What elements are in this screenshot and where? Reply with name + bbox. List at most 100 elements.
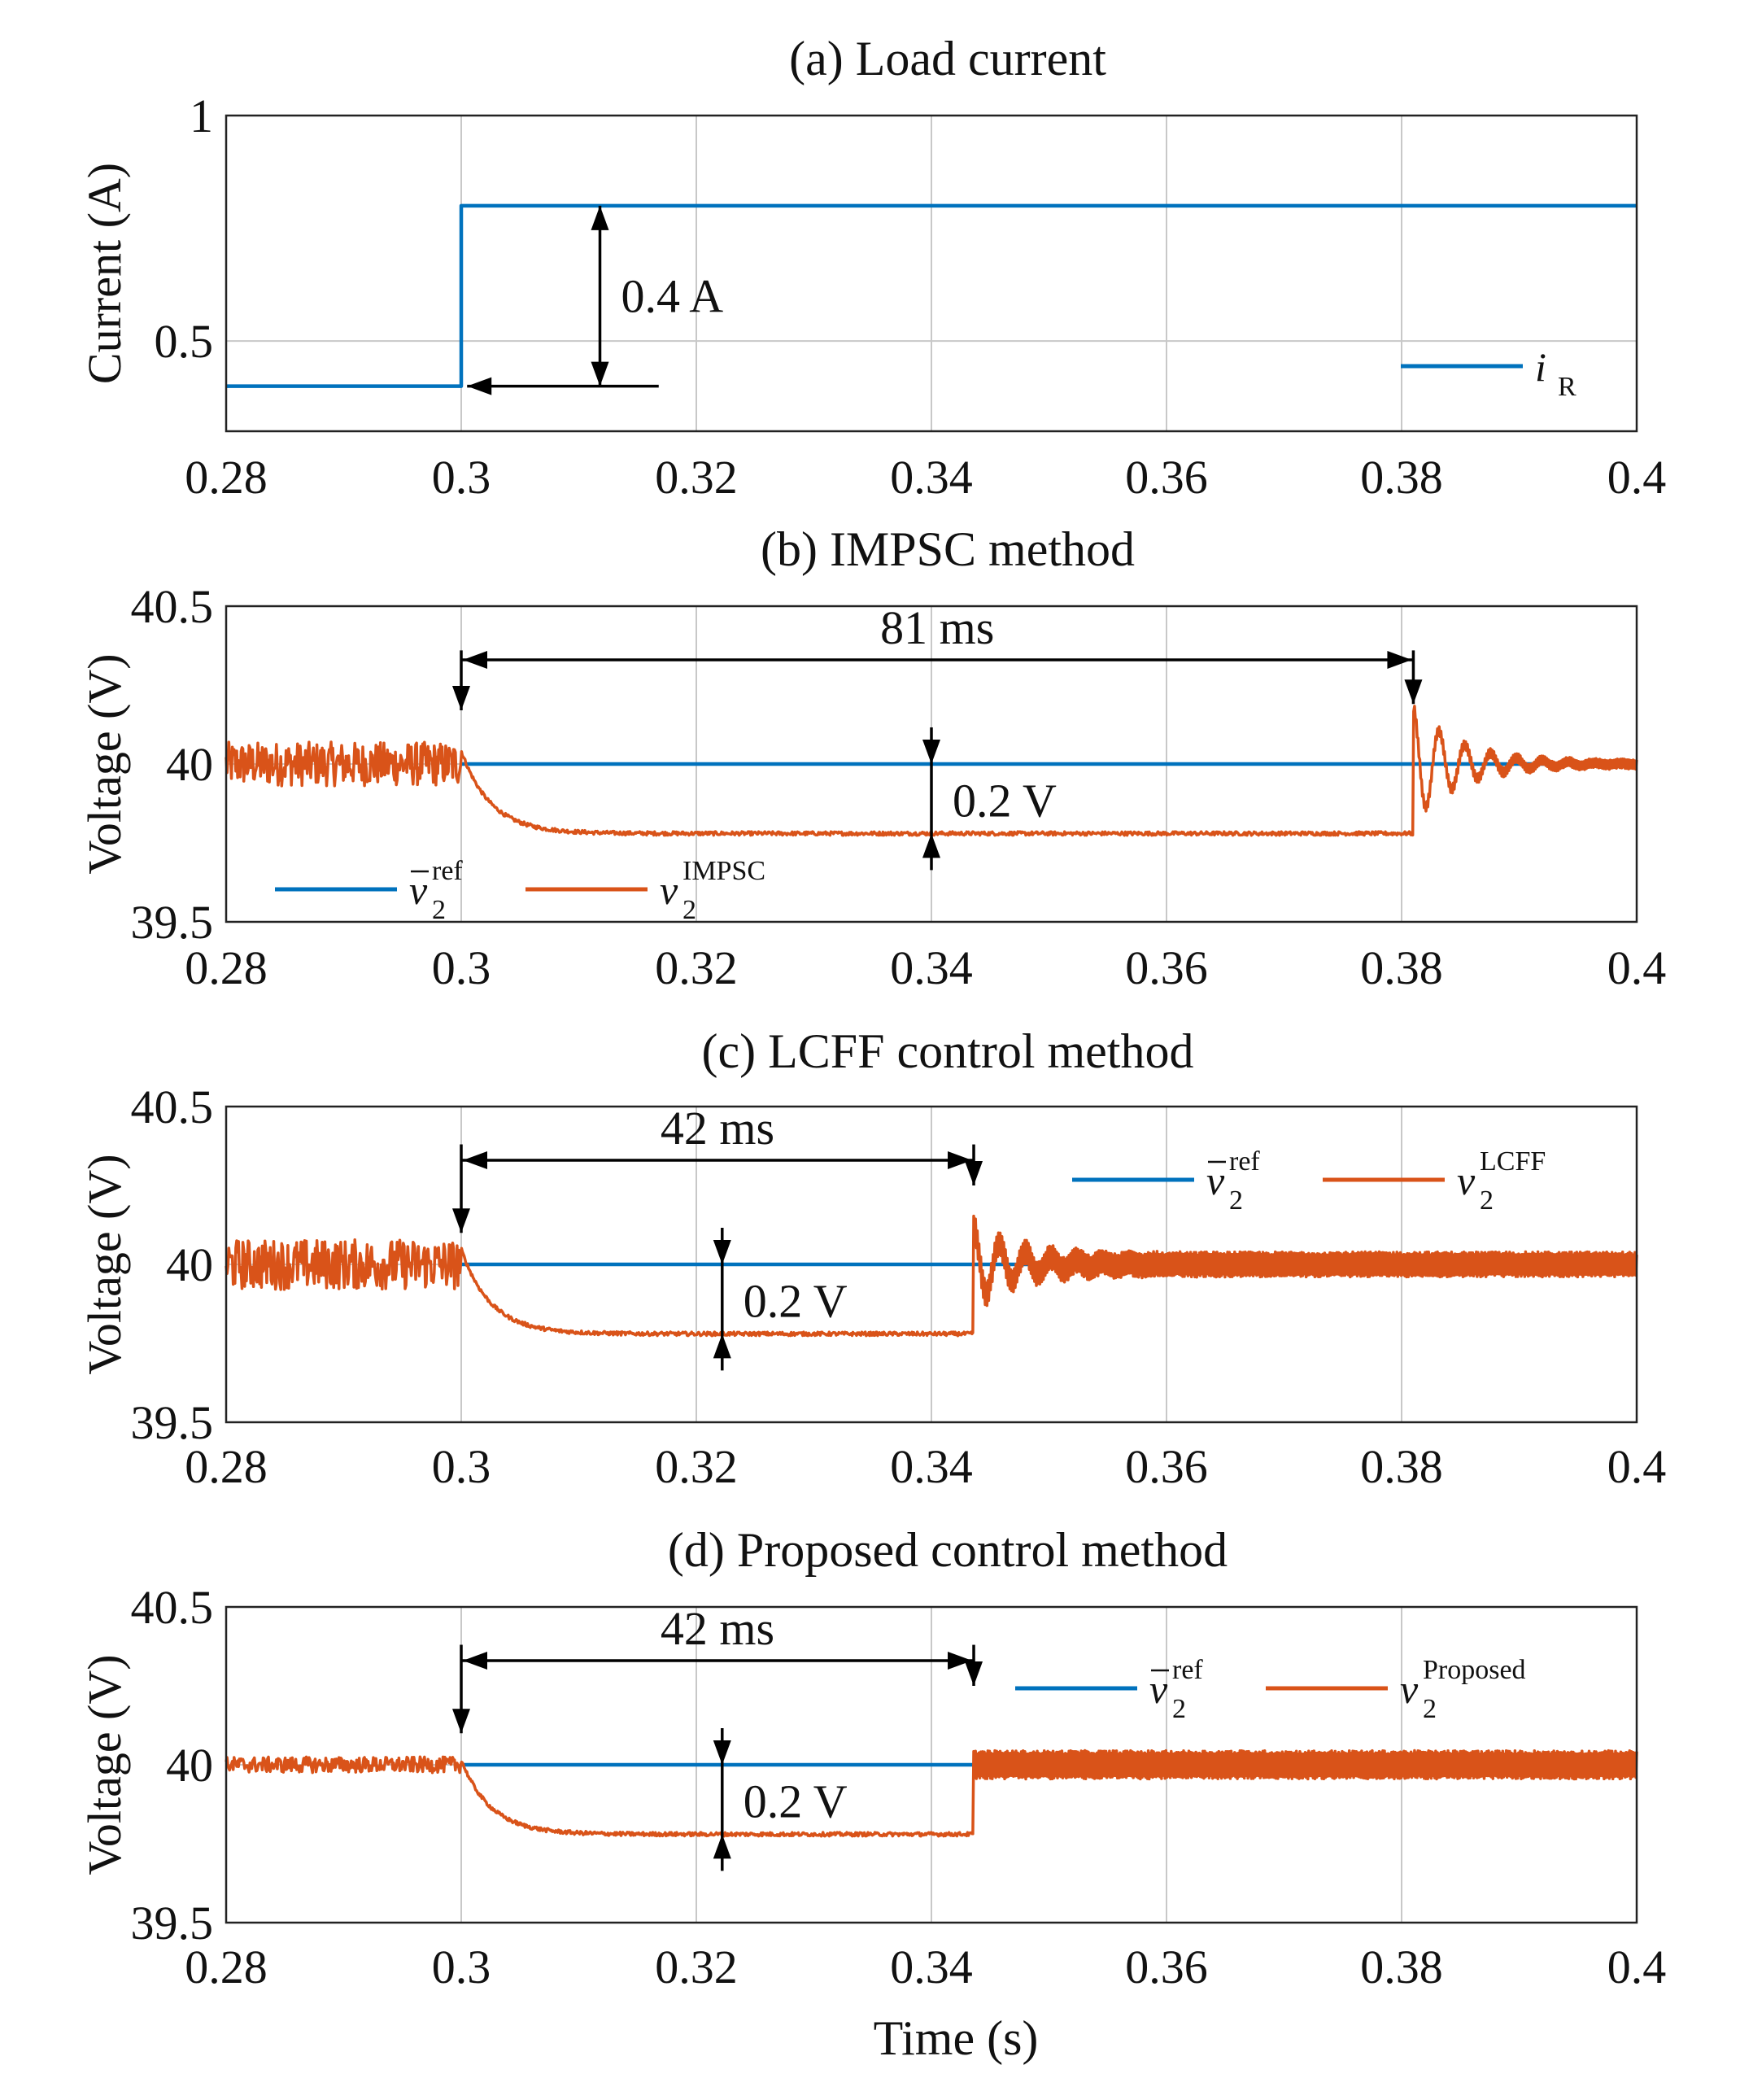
x-tick-label: 0.34	[890, 1941, 973, 1993]
y-tick-label: 39.5	[131, 1897, 214, 1949]
axes-frame	[225, 1105, 1638, 1424]
arrow-head	[713, 1834, 731, 1859]
x-tick-label: 0.36	[1125, 1440, 1208, 1493]
series-v2_LCFF	[225, 1214, 1638, 1338]
x-tick-label: 0.38	[1360, 1941, 1443, 1993]
arrow-head	[452, 1208, 470, 1233]
arrow-head	[713, 1740, 731, 1765]
x-tick-label: 0.36	[1125, 451, 1208, 504]
x-tick-label: 0.34	[890, 1440, 973, 1493]
x-tick-label: 0.38	[1360, 941, 1443, 994]
arrow-head	[922, 740, 940, 764]
x-tick-label: 0.36	[1125, 1941, 1208, 1993]
y-tick-label: 39.5	[131, 1396, 214, 1449]
arrow-head	[463, 1150, 487, 1169]
y-axis-label: Voltage (V)	[78, 1154, 131, 1374]
x-tick-label: 0.36	[1125, 941, 1208, 994]
legend-label: v	[1149, 1666, 1168, 1712]
legend-subscript: 2	[1480, 1185, 1494, 1216]
arrow-head	[1404, 679, 1423, 705]
legend-subscript: 2	[1172, 1694, 1186, 1724]
legend-superscript: ref	[1229, 1146, 1260, 1177]
arrow-head	[948, 1150, 973, 1169]
legend-subscript: 2	[1423, 1694, 1437, 1724]
legend-superscript: ref	[432, 856, 463, 886]
legend-label: v	[409, 867, 428, 913]
annotation-label: 0.4 A	[621, 270, 724, 323]
x-axis-label: Time (s)	[874, 2011, 1039, 2065]
annotation-label: 0.2 V	[953, 775, 1057, 827]
axes-frame	[225, 1605, 1638, 1924]
annotation-label: 0.2 V	[744, 1775, 848, 1828]
legend-subscript: 2	[432, 895, 446, 925]
arrow-head	[591, 361, 609, 386]
y-tick-label: 40	[166, 1739, 213, 1792]
legend-superscript: IMPSC	[682, 856, 765, 886]
x-tick-label: 0.3	[432, 941, 491, 994]
y-axis-label: Current (A)	[78, 163, 131, 384]
panel-d: (d) Proposed control method 0.28 0.3 0.32 0.…	[78, 1523, 1666, 2065]
y-axis-label: Voltage (V)	[78, 1654, 131, 1875]
legend-label: v	[1457, 1158, 1476, 1203]
x-tick-label: 0.34	[890, 451, 973, 504]
y-tick-label: 40.5	[131, 580, 214, 633]
x-tick-label: 0.32	[655, 451, 738, 504]
arrow-head	[965, 1661, 983, 1686]
x-tick-label: 0.32	[655, 941, 738, 994]
arrow-head	[713, 1240, 731, 1264]
annotation-label: 81 ms	[880, 601, 994, 654]
panel-c-title: (c) LCFF control method	[702, 1024, 1194, 1078]
arrow-head	[591, 205, 609, 230]
legend-superscript: Proposed	[1423, 1655, 1526, 1685]
legend-label: v	[660, 867, 678, 913]
x-tick-label: 0.34	[890, 941, 973, 994]
y-tick-label: 39.5	[131, 896, 214, 949]
legend-subscript: 2	[1229, 1185, 1243, 1216]
arrow-head	[713, 1334, 731, 1359]
x-tick-label: 0.3	[432, 1941, 491, 1993]
x-tick-label: 0.4	[1607, 1941, 1667, 1993]
arrow-head	[452, 1709, 470, 1734]
x-tick-label: 0.28	[185, 451, 268, 504]
panel-d-title: (d) Proposed control method	[668, 1523, 1228, 1577]
legend-subscript: 2	[682, 895, 696, 925]
legend-label: v	[1400, 1666, 1419, 1712]
x-tick-label: 0.32	[655, 1941, 738, 1993]
series-i_R	[226, 203, 1637, 388]
x-tick-label: 0.4	[1607, 451, 1667, 504]
series-v2_Proposed	[225, 1749, 1638, 1838]
y-tick-label: 40.5	[131, 1081, 214, 1133]
axes-frame	[225, 605, 1638, 923]
arrow-head	[463, 650, 487, 669]
legend-superscript: ref	[1172, 1655, 1203, 1685]
arrow-head	[948, 1651, 973, 1670]
annotation-label: 42 ms	[661, 1602, 774, 1655]
x-tick-label: 0.32	[655, 1440, 738, 1493]
panel-b-title: (b) IMPSC method	[761, 522, 1135, 576]
axes-frame	[225, 114, 1638, 433]
arrow-head	[965, 1161, 983, 1185]
x-tick-label: 0.38	[1360, 1440, 1443, 1493]
legend-label: v	[1206, 1158, 1225, 1203]
y-tick-label: 40	[166, 738, 213, 791]
panel-a-title: (a) Load current	[789, 32, 1106, 85]
arrow-head	[463, 1651, 487, 1670]
y-tick-label: 0.5	[155, 315, 214, 368]
y-tick-label: 1	[190, 90, 213, 142]
x-tick-label: 0.28	[185, 1440, 268, 1493]
x-tick-label: 0.38	[1360, 451, 1443, 504]
panel-a: (a) Load current 0.28 0.3 0.32 0.34 0.36 0.38 0…	[78, 32, 1666, 504]
legend-subscript: R	[1558, 372, 1576, 402]
panel-c: (c) LCFF control method 0.28 0.3 0.32 0.34 0.…	[78, 1024, 1666, 1493]
y-axis-label: Voltage (V)	[78, 653, 131, 874]
arrow-head	[452, 686, 470, 711]
panel-b: (b) IMPSC method 0.28 0.3 0.32 0.34 0.36 0.38 0…	[78, 522, 1666, 994]
x-tick-label: 0.28	[185, 1941, 268, 1993]
x-tick-label: 0.3	[432, 451, 491, 504]
x-tick-label: 0.4	[1607, 1440, 1667, 1493]
